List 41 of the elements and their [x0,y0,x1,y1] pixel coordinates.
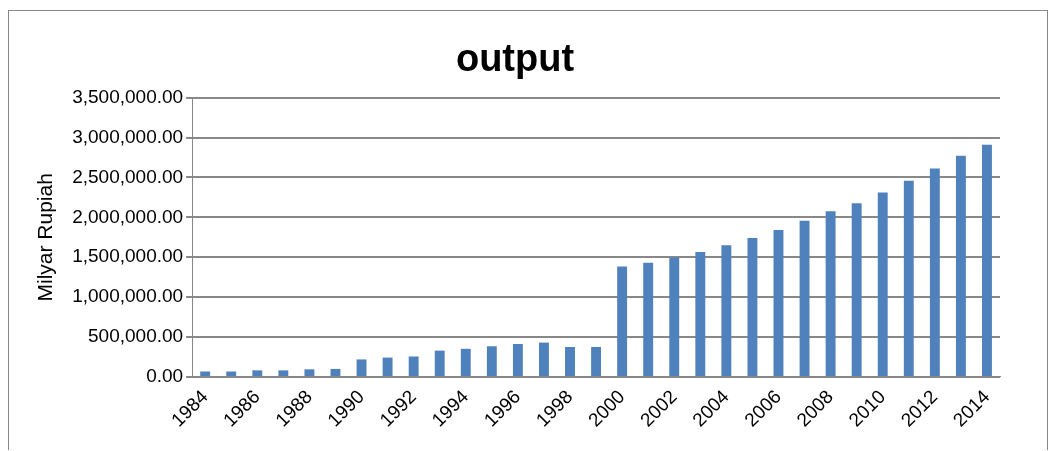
bar [929,168,940,376]
y-tick-label: 1,500,000.00 [72,245,184,267]
chart-title: output [455,37,575,80]
bar [200,371,211,376]
bar [330,368,341,376]
y-axis-title: Milyar Rupiah [33,173,57,302]
bar [565,346,575,376]
y-tick-label: 500,000.00 [88,325,184,347]
bar [408,356,419,376]
bar [539,342,549,376]
bar [512,344,523,376]
bar [304,369,315,376]
bar [643,262,654,376]
y-tick-label: 3,500,000.00 [72,85,184,107]
bar [773,230,784,376]
y-tick-label: 0.00 [146,365,184,387]
bar [799,220,810,376]
y-tick-label: 2,000,000.00 [72,205,184,227]
bar [747,237,758,376]
bar [356,359,367,376]
bar [486,346,497,376]
bar [825,211,836,376]
y-tick-label: 3,000,000.00 [72,125,184,147]
bar [434,350,445,376]
bar [851,203,862,376]
bar [278,370,289,376]
bar [252,370,263,376]
bar [226,371,237,376]
bar [695,251,706,376]
bar [982,144,992,376]
bar [460,348,471,376]
bar [955,155,966,376]
bar [591,346,602,376]
bar [877,192,888,376]
bar [617,266,628,376]
bar [721,245,732,376]
y-tick-label: 1,000,000.00 [72,285,184,307]
y-tick-label: 2,500,000.00 [72,165,184,187]
bar [382,357,393,376]
bar [903,180,914,376]
bar [669,257,680,376]
